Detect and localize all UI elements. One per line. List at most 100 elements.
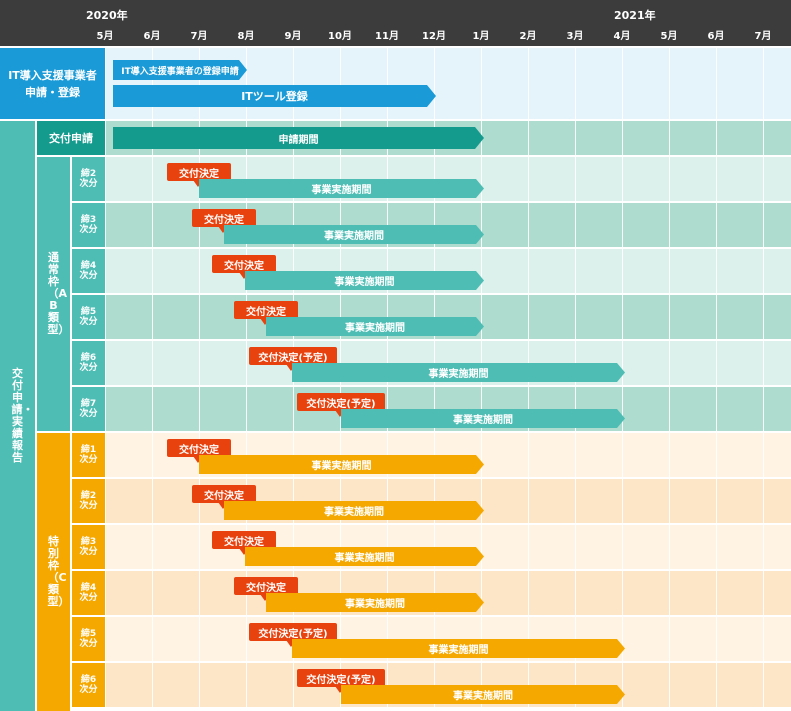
month-label: 5月	[660, 31, 678, 42]
gridline	[669, 48, 670, 711]
decision-badge-pointer	[286, 364, 296, 371]
decision-badge-pointer	[260, 318, 270, 325]
gridline	[763, 48, 764, 711]
apply-period-bar: 申請期間	[113, 127, 484, 149]
round-label-text: 締5次分	[79, 629, 98, 649]
implementation-period-bar: 事業実施期間	[266, 593, 484, 612]
timeline-header	[0, 0, 791, 46]
month-label: 8月	[237, 31, 255, 42]
month-label: 12月	[422, 31, 446, 42]
it-registration-bar: IT導入支援事業者の登録申請	[113, 60, 247, 80]
implementation-period-bar: 事業実施期間	[292, 363, 625, 382]
decision-badge-pointer	[218, 226, 228, 233]
special-frame-label-text: 特別枠（C類型）	[47, 535, 70, 608]
month-label: 7月	[754, 31, 772, 42]
decision-badge: 交付決定	[212, 255, 276, 273]
month-label: 2月	[519, 31, 537, 42]
it-section-label: IT導入支援事業者 申請・登録	[0, 48, 105, 119]
implementation-period-bar: 事業実施期間	[199, 455, 484, 474]
gridline	[199, 48, 200, 711]
normal-frame-label: 通常枠（A・B類型）	[37, 157, 79, 431]
round-label: 締2次分	[72, 479, 105, 523]
it-tool-bar: ITツール登録	[113, 85, 436, 107]
gridline	[105, 48, 106, 711]
round-label-text: 締2次分	[79, 491, 98, 511]
implementation-period-bar: 事業実施期間	[199, 179, 484, 198]
decision-badge: 交付決定(予定)	[297, 393, 385, 411]
month-label: 5月	[96, 31, 114, 42]
month-label: 6月	[143, 31, 161, 42]
implementation-period-bar: 事業実施期間	[245, 271, 484, 290]
round-label: 締7次分	[72, 387, 105, 431]
round-label-text: 締6次分	[79, 353, 98, 373]
round-label: 締6次分	[72, 663, 105, 707]
decision-badge: 交付決定	[167, 163, 231, 181]
month-label: 1月	[472, 31, 490, 42]
decision-badge-pointer	[260, 594, 270, 601]
decision-badge-pointer	[193, 456, 203, 463]
round-label-text: 締5次分	[79, 307, 98, 327]
year-label-2021: 2021年	[614, 9, 656, 22]
section-divider	[0, 46, 791, 48]
main-section-label: 交付申請・実績報告	[0, 121, 35, 711]
month-label: 3月	[566, 31, 584, 42]
decision-badge: 交付決定	[167, 439, 231, 457]
round-label-text: 締1次分	[79, 445, 98, 465]
implementation-period-bar: 事業実施期間	[341, 409, 625, 428]
gridline	[246, 48, 247, 711]
implementation-period-bar: 事業実施期間	[224, 501, 484, 520]
decision-badge-pointer	[218, 502, 228, 509]
decision-badge: 交付決定	[192, 209, 256, 227]
decision-badge: 交付決定(予定)	[249, 347, 337, 365]
special-frame-label: 特別枠（C類型）	[37, 433, 70, 711]
month-label: 4月	[613, 31, 631, 42]
round-label-text: 締3次分	[79, 215, 98, 235]
round-label: 締4次分	[72, 571, 105, 615]
month-label: 7月	[190, 31, 208, 42]
month-label: 10月	[328, 31, 352, 42]
decision-badge: 交付決定	[234, 301, 298, 319]
implementation-period-bar: 事業実施期間	[341, 685, 625, 704]
it-section-background	[105, 48, 791, 119]
round-label: 締3次分	[72, 203, 105, 247]
round-label: 締6次分	[72, 341, 105, 385]
main-section-label-text: 交付申請・実績報告	[11, 367, 34, 464]
round-label: 締3次分	[72, 525, 105, 569]
round-label: 締5次分	[72, 617, 105, 661]
round-label: 締1次分	[72, 433, 105, 477]
decision-badge-pointer	[239, 272, 249, 279]
round-label-text: 締6次分	[79, 675, 98, 695]
implementation-period-bar: 事業実施期間	[292, 639, 625, 658]
decision-badge: 交付決定(予定)	[297, 669, 385, 687]
normal-frame-label-text: 通常枠（A・B類型）	[47, 251, 79, 336]
decision-badge-pointer	[286, 640, 296, 647]
implementation-period-bar: 事業実施期間	[245, 547, 484, 566]
gridline	[716, 48, 717, 711]
decision-badge-pointer	[239, 548, 249, 555]
decision-badge-pointer	[335, 686, 345, 693]
implementation-period-bar: 事業実施期間	[266, 317, 484, 336]
decision-badge-pointer	[335, 410, 345, 417]
gridline	[152, 48, 153, 711]
year-label-2020: 2020年	[86, 9, 128, 22]
decision-badge: 交付決定	[212, 531, 276, 549]
round-label-text: 締7次分	[79, 399, 98, 419]
decision-badge: 交付決定(予定)	[249, 623, 337, 641]
round-label-text: 締2次分	[79, 169, 98, 189]
month-label: 6月	[707, 31, 725, 42]
month-label: 11月	[375, 31, 399, 42]
apply-label: 交付申請	[37, 121, 105, 155]
decision-badge-pointer	[193, 180, 203, 187]
round-label-text: 締4次分	[79, 583, 98, 603]
decision-badge: 交付決定	[192, 485, 256, 503]
implementation-period-bar: 事業実施期間	[224, 225, 484, 244]
section-divider	[0, 119, 791, 121]
round-label: 締4次分	[72, 249, 105, 293]
round-label: 締2次分	[72, 157, 105, 201]
round-label-text: 締4次分	[79, 261, 98, 281]
round-label: 締5次分	[72, 295, 105, 339]
gridline	[622, 48, 623, 711]
round-label-text: 締3次分	[79, 537, 98, 557]
month-label: 9月	[284, 31, 302, 42]
